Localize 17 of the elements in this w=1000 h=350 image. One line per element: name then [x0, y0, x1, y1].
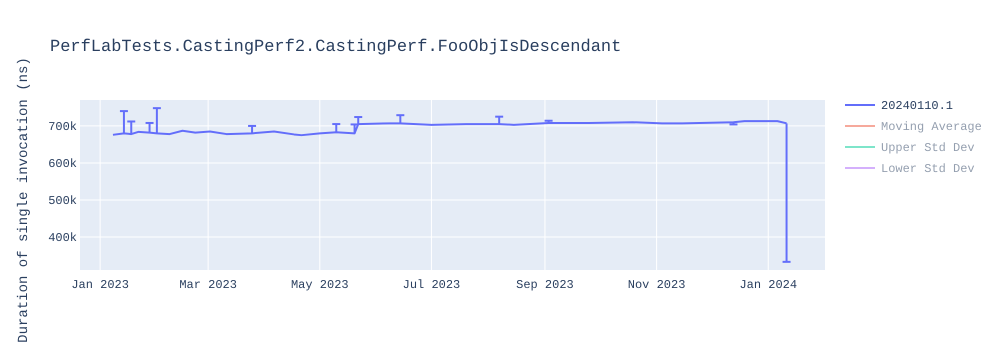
x-tick-label: Jan 2024: [739, 278, 798, 292]
x-tick-label: Mar 2023: [179, 278, 237, 292]
x-tick-label: May 2023: [290, 278, 349, 292]
y-tick-label: 400k: [48, 231, 77, 246]
x-tick-label: Jul 2023: [402, 278, 460, 292]
chart-title: PerfLabTests.CastingPerf2.CastingPerf.FooObjIsDescendant: [50, 38, 622, 57]
x-tick-label: Jan 2023: [71, 278, 129, 292]
y-axis-title: Duration of single invocation (ns): [16, 57, 32, 343]
x-tick-label: Sep 2023: [516, 278, 574, 292]
legend-label: Lower Std Dev: [881, 162, 975, 176]
legend-label: 20240110.1: [881, 99, 954, 113]
legend-label: Upper Std Dev: [881, 141, 975, 155]
y-tick-label: 600k: [48, 156, 77, 171]
x-tick-label: Nov 2023: [628, 278, 686, 292]
y-tick-label: 500k: [48, 194, 77, 208]
legend-label: Moving Average: [881, 120, 982, 134]
y-tick-label: 700k: [48, 120, 77, 134]
